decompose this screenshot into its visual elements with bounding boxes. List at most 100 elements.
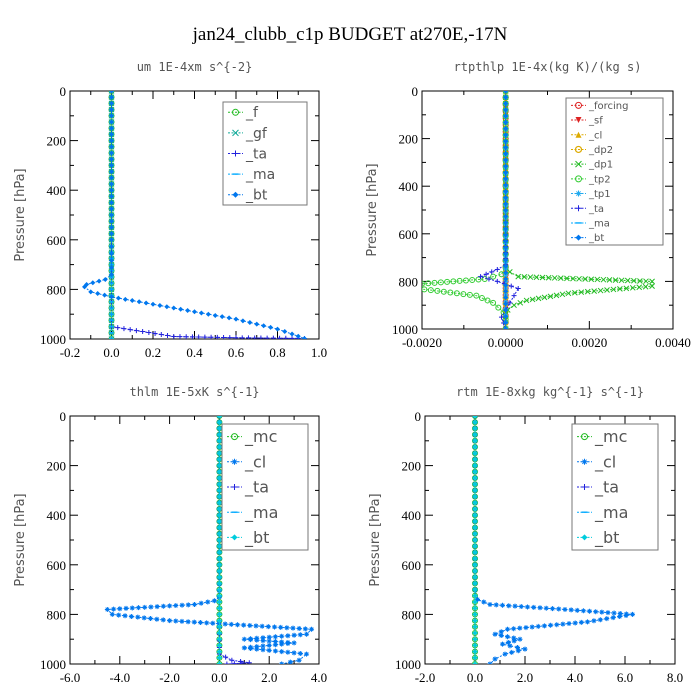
data-point bbox=[511, 638, 517, 644]
y-axis-label: Pressure [hPa] bbox=[13, 168, 28, 261]
x-tick-label: 6.0 bbox=[617, 670, 633, 685]
panel-title: rtm 1E-8xkg kg^{-1} s^{-1} bbox=[456, 385, 644, 399]
data-point bbox=[531, 604, 537, 610]
data-point bbox=[649, 278, 655, 285]
data-point bbox=[545, 274, 552, 281]
data-point bbox=[287, 659, 293, 664]
data-point bbox=[109, 162, 114, 168]
data-point bbox=[90, 280, 96, 286]
y-tick-label: 800 bbox=[402, 607, 422, 622]
y-tick-label: 200 bbox=[47, 459, 67, 474]
data-point bbox=[248, 637, 254, 643]
data-point bbox=[216, 487, 222, 493]
data-point bbox=[216, 593, 222, 599]
data-point bbox=[165, 333, 171, 339]
data-point bbox=[535, 623, 541, 629]
data-point bbox=[503, 288, 509, 294]
data-point bbox=[503, 251, 509, 257]
data-point bbox=[277, 335, 283, 339]
chart-panel-top-right: rtpthlp 1E-4x(kg K)/(kg s) Pressure [hPa]… bbox=[365, 60, 691, 350]
data-point bbox=[296, 626, 302, 632]
data-point bbox=[248, 646, 254, 651]
data-point bbox=[472, 456, 478, 462]
data-point bbox=[129, 298, 135, 304]
data-point bbox=[511, 635, 517, 641]
data-point bbox=[297, 650, 303, 656]
legend-label: _mc bbox=[244, 427, 277, 447]
series-line bbox=[422, 91, 507, 329]
series-bt bbox=[82, 91, 307, 339]
data-point bbox=[624, 277, 631, 284]
data-point bbox=[560, 621, 566, 627]
data-point bbox=[472, 587, 478, 593]
panel-title: um 1E-4xm s^{-2} bbox=[137, 60, 253, 74]
data-point bbox=[517, 636, 523, 642]
data-point bbox=[216, 438, 222, 444]
data-point bbox=[472, 432, 478, 438]
data-point bbox=[492, 656, 498, 662]
legend-marker bbox=[231, 484, 238, 490]
x-tick-label: 0.8 bbox=[269, 345, 285, 360]
data-point bbox=[216, 568, 222, 574]
legend-label: _bt bbox=[594, 528, 619, 548]
data-point bbox=[108, 336, 115, 339]
data-point bbox=[543, 605, 549, 611]
data-point bbox=[481, 599, 487, 605]
data-point bbox=[216, 432, 222, 438]
data-point bbox=[484, 297, 491, 304]
y-axis-label: Pressure [hPa] bbox=[368, 493, 383, 586]
data-point bbox=[537, 605, 543, 611]
data-point bbox=[571, 289, 578, 296]
data-point bbox=[109, 231, 114, 237]
data-point bbox=[472, 518, 478, 524]
data-point bbox=[472, 531, 478, 537]
data-point bbox=[472, 512, 478, 518]
x-tick-label: 0.0 bbox=[103, 345, 119, 360]
data-point bbox=[219, 314, 225, 320]
data-point bbox=[503, 307, 509, 313]
data-point bbox=[160, 617, 166, 623]
data-point bbox=[128, 613, 134, 619]
legend-label: _ta bbox=[594, 478, 619, 498]
data-point bbox=[472, 444, 478, 450]
data-point bbox=[472, 580, 478, 586]
data-point bbox=[121, 326, 127, 332]
data-point bbox=[154, 604, 160, 610]
data-point bbox=[136, 299, 142, 305]
data-point bbox=[259, 623, 265, 629]
data-point bbox=[216, 425, 222, 431]
x-tick-label: 4.0 bbox=[311, 670, 327, 685]
data-point bbox=[523, 625, 529, 631]
y-tick-label: 600 bbox=[402, 558, 422, 573]
data-point bbox=[472, 599, 478, 605]
legend-marker bbox=[575, 205, 582, 212]
data-point bbox=[483, 271, 489, 277]
data-point bbox=[253, 623, 259, 629]
x-tick-label: 2.0 bbox=[261, 670, 277, 685]
x-tick-label: -4.0 bbox=[110, 670, 131, 685]
data-point bbox=[503, 157, 509, 163]
legend-label: _cl bbox=[244, 452, 266, 472]
legend-marker bbox=[581, 484, 588, 490]
data-point bbox=[515, 648, 521, 654]
data-point bbox=[629, 284, 636, 291]
data-point bbox=[472, 425, 478, 431]
y-tick-label: 400 bbox=[402, 508, 422, 523]
data-point bbox=[216, 618, 222, 624]
x-tick-label: -0.2 bbox=[60, 345, 81, 360]
data-point bbox=[216, 580, 222, 586]
data-point bbox=[599, 609, 605, 615]
data-point bbox=[216, 655, 222, 661]
data-point bbox=[505, 634, 510, 640]
data-point bbox=[566, 621, 572, 627]
data-point bbox=[228, 621, 234, 627]
data-point bbox=[109, 91, 114, 94]
data-point bbox=[503, 220, 509, 226]
data-point bbox=[562, 606, 568, 612]
data-point bbox=[104, 606, 110, 612]
data-point bbox=[216, 481, 222, 487]
data-point bbox=[198, 310, 204, 316]
x-tick-label: 0.0040 bbox=[655, 335, 691, 350]
data-point bbox=[216, 531, 222, 537]
data-point bbox=[252, 335, 258, 339]
